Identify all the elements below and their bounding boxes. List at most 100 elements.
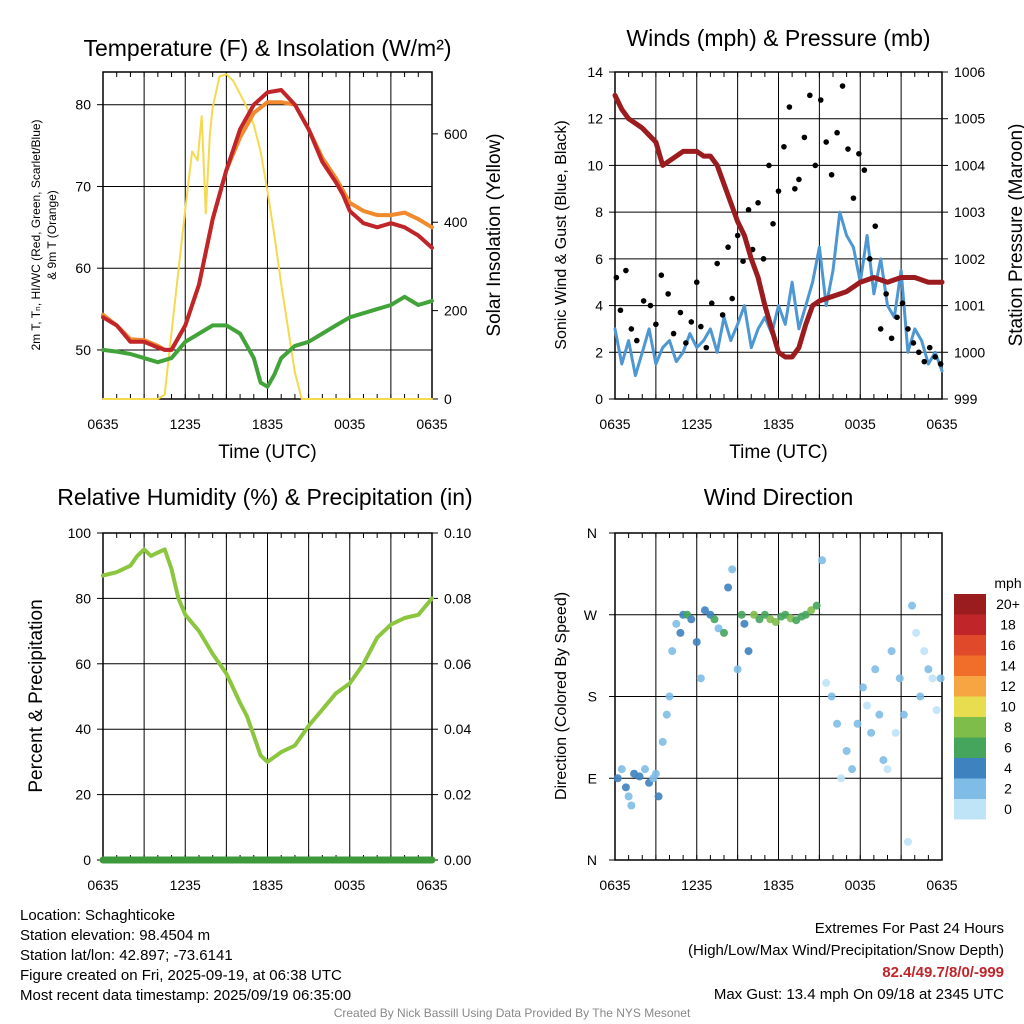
rh-ylabel: Percent & Precipitation (26, 599, 47, 792)
direction-point (635, 772, 644, 781)
gust-point (725, 244, 731, 250)
rh-ytick-label: 60 (75, 656, 91, 672)
legend-swatch (954, 778, 986, 799)
gust-point (729, 295, 735, 302)
gust-point (883, 291, 889, 297)
direction-point (692, 638, 701, 646)
gust-point (677, 309, 684, 316)
direction-point (676, 628, 685, 637)
direction-point (760, 610, 769, 619)
gust-point (740, 258, 746, 264)
direction-point (807, 606, 816, 615)
rh-y2tick-label: 0.08 (444, 590, 471, 606)
winds-ylabel: Sonic Wind & Gust (Blue, Black) (553, 120, 570, 349)
direction-point (627, 801, 636, 810)
extremes-subtitle: (High/Low/Max Wind/Precipitation/Snow De… (688, 942, 1004, 959)
rh-xtick-label: 1835 (252, 877, 283, 893)
gust-point (894, 314, 900, 321)
direction-point (932, 706, 941, 715)
winds-xlabel: Time (UTC) (729, 442, 828, 463)
gust-point (714, 260, 720, 267)
legend-swatch (954, 737, 986, 758)
gust-point (921, 358, 928, 365)
gust-point (719, 312, 726, 318)
pressure-line (612, 92, 945, 360)
winds-ytick-label: 10 (587, 157, 603, 173)
dir-xtick-label: 0635 (926, 877, 957, 893)
gust-point (670, 330, 677, 337)
direction-point (916, 692, 925, 701)
direction-point (920, 647, 929, 656)
direction-point (651, 769, 660, 778)
direction-point (801, 610, 810, 619)
temp-xlabel: Time (UTC) (218, 442, 317, 463)
direction-point (887, 647, 896, 656)
gust-point (781, 143, 787, 150)
direction-point (696, 674, 705, 683)
direction-point (867, 728, 876, 737)
gust-point (899, 300, 906, 307)
direction-point (879, 756, 888, 765)
gust-point (703, 344, 710, 351)
rh-xtick-label: 0635 (416, 877, 447, 893)
direction-point (720, 628, 728, 637)
temp-y2label: Solar Insolation (Yellow) (484, 133, 505, 336)
gust-point (839, 83, 846, 89)
latlon-text: Station lat/lon: 42.897; -73.6141 (20, 947, 233, 964)
legend-label: 16 (1000, 637, 1016, 653)
direction-point (710, 615, 719, 624)
temp-xtick-label: 0035 (334, 416, 365, 432)
legend-swatch (954, 676, 986, 697)
dir-ytick-label: N (587, 525, 597, 541)
rh-xtick-label: 0635 (87, 877, 118, 893)
gust-point (888, 335, 895, 342)
gust-point (688, 319, 695, 325)
temp-ylabel-1: 2m T, Tₙ, HI/WC (Red, Green, Scarlet/Blu… (29, 119, 43, 350)
direction-point (737, 610, 746, 619)
dir-title: Wind Direction (704, 484, 854, 510)
winds-ytick-label: 2 (595, 344, 603, 360)
direction-point (617, 765, 626, 774)
legend-label: 18 (1000, 617, 1016, 633)
winds-title: Winds (mph) & Pressure (mb) (626, 25, 930, 51)
direction-point (672, 619, 681, 628)
rh-y2tick-label: 0.04 (444, 721, 471, 737)
legend-swatch (954, 635, 986, 656)
winds-xtick-label: 0035 (845, 416, 876, 432)
winds-ytick-label: 6 (595, 251, 603, 267)
gust-point (775, 188, 782, 194)
gust-point (801, 134, 808, 141)
gust-point (755, 200, 761, 206)
direction-point (668, 647, 677, 656)
gust-point (866, 256, 873, 262)
winds-y2label: Station Pressure (Maroon) (1006, 124, 1024, 347)
temp-title: Temperature (F) & Insolation (W/m²) (83, 35, 451, 61)
gust-point (937, 361, 944, 367)
direction-point (822, 678, 831, 687)
gust-point (693, 279, 700, 286)
winds-xtick-label: 1235 (681, 416, 712, 432)
legend-label: 2 (1004, 781, 1012, 797)
gust-point (766, 162, 772, 169)
gust-point (658, 272, 665, 279)
direction-point (883, 765, 892, 774)
rh-y2tick-label: 0.00 (444, 852, 471, 868)
winds-ytick-label: 14 (587, 64, 603, 80)
insolation-line (102, 73, 433, 400)
max-gust-text: Max Gust: 13.4 mph On 09/18 at 2345 UTC (713, 986, 1004, 1003)
legend-title: mph (994, 575, 1021, 591)
credit-text: Created By Nick Bassill Using Data Provi… (333, 1006, 691, 1020)
direction-point (928, 674, 937, 683)
legend-label: 8 (1004, 719, 1012, 735)
gust-point (845, 146, 851, 152)
gust-point (634, 337, 640, 344)
legend-label: 10 (1000, 699, 1016, 715)
direction-point (837, 774, 846, 783)
winds-y2tick-label: 999 (954, 391, 978, 407)
direction-point (853, 719, 862, 728)
gust-point (796, 176, 802, 183)
direction-point (733, 665, 742, 674)
rh-y2tick-label: 0.10 (444, 525, 471, 541)
direction-point (903, 837, 912, 846)
temp-ytick-label: 50 (75, 342, 91, 358)
